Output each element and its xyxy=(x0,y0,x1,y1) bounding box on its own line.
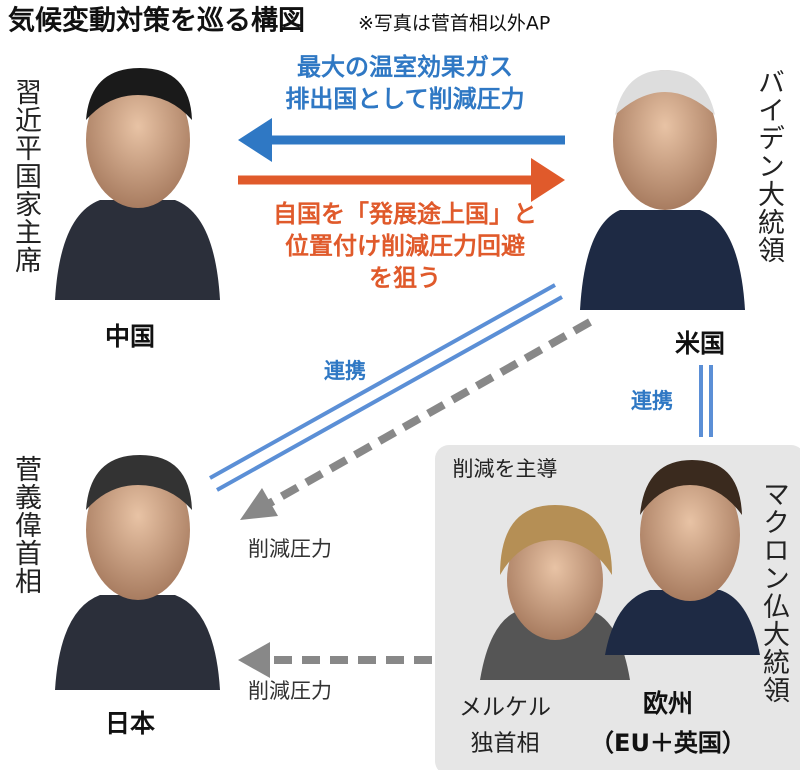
arrow-label: 自国を「発展途上国」と xyxy=(273,200,537,228)
person-name: メルケル xyxy=(459,695,551,721)
person-name: 独首相 xyxy=(471,731,540,757)
europe-box xyxy=(435,445,800,770)
photo-merkel xyxy=(480,505,630,680)
pressure-label: 削減圧力 xyxy=(248,679,332,703)
link-us-europe xyxy=(699,365,713,437)
arrow-label: 位置付け削減圧力回避 xyxy=(285,232,525,260)
pressure-europe-japan xyxy=(238,642,432,678)
arrow-blue xyxy=(238,118,565,162)
country-label: 欧州 xyxy=(643,689,693,718)
country-label: 中国 xyxy=(105,322,155,351)
arrow-label: 最大の温室効果ガス xyxy=(297,53,513,81)
pressure-us-japan xyxy=(240,318,592,520)
photo-us xyxy=(580,70,745,310)
photo-macron xyxy=(605,460,760,655)
box-label: 削減を主導 xyxy=(453,457,558,481)
person-name: バイデン大統領 xyxy=(753,68,784,264)
link-label: 連携 xyxy=(324,359,366,383)
person-name: 菅義偉首相 xyxy=(10,455,41,595)
person-name: 習近平国家主席 xyxy=(10,78,41,274)
photo-china xyxy=(55,68,220,300)
photo-japan xyxy=(55,455,220,690)
arrow-label: 排出国として削減圧力 xyxy=(285,85,524,113)
link-label: 連携 xyxy=(631,389,673,413)
person-name: マクロン仏大統領 xyxy=(758,480,789,704)
pressure-label: 削減圧力 xyxy=(248,537,332,561)
note: ※写真は菅首相以外AP xyxy=(358,13,550,35)
title: 気候変動対策を巡る構図 xyxy=(8,5,305,37)
country-label: 米国 xyxy=(675,329,725,358)
link-us-japan xyxy=(209,283,563,492)
arrow-red xyxy=(238,158,565,202)
arrow-label: を狙う xyxy=(369,264,441,292)
country-label: 日本 xyxy=(105,709,155,738)
country-sublabel: （EU＋英国） xyxy=(590,729,746,757)
